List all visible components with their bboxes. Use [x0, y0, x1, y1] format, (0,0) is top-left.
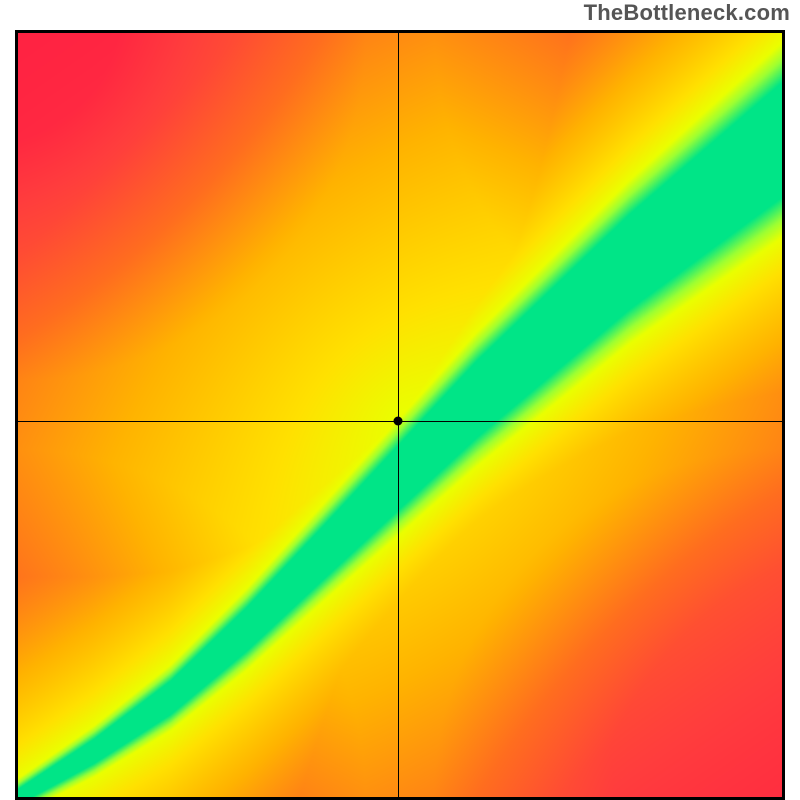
heatmap-plot — [15, 30, 785, 800]
watermark-text: TheBottleneck.com — [584, 0, 790, 26]
heatmap-canvas — [18, 33, 782, 797]
crosshair-vertical — [398, 33, 399, 797]
crosshair-marker — [394, 417, 403, 426]
